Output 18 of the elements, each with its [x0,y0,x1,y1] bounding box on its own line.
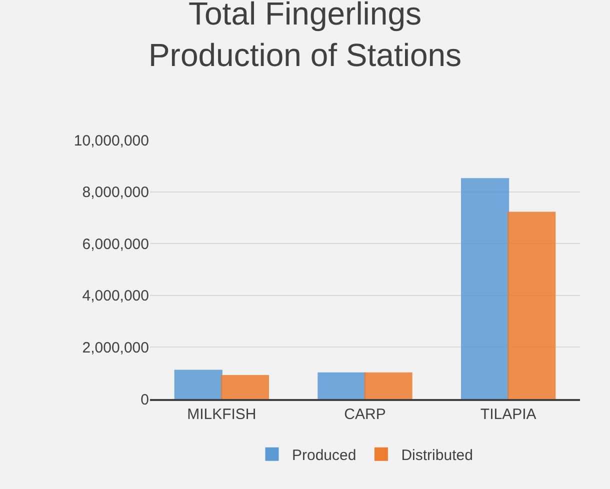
bar [461,178,510,399]
x-tick-label: TILAPIA [480,406,536,423]
bar [508,212,556,399]
bar [174,370,222,399]
y-tick-label: 4,000,000 [82,288,149,305]
x-tick-label: CARP [344,406,386,423]
legend-label: Distributed [401,446,473,464]
chart-title: Total Fingerlings Production of Stations [148,0,462,74]
y-tick-label: 0 [140,391,149,408]
bar [318,372,366,399]
y-tick-label: 10,000,000 [74,132,149,150]
y-tick-label: 6,000,000 [82,236,149,253]
bar [220,374,269,399]
x-tick-label: MILKFISH [187,406,256,423]
y-tick-label: 8,000,000 [82,184,149,202]
legend-label: Produced [292,446,356,464]
y-tick-label: 2,000,000 [82,339,149,356]
bar [364,372,412,399]
